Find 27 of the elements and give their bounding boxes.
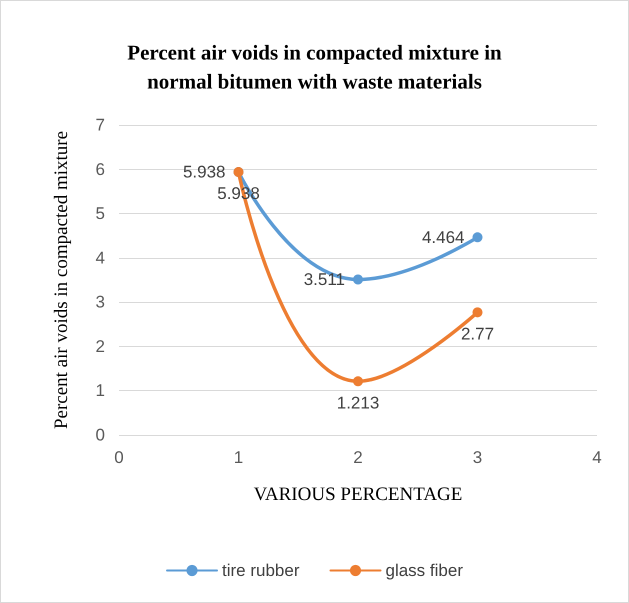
x-tick-label: 2 [353, 448, 363, 467]
x-tick-label: 4 [592, 448, 602, 467]
x-tick-label: 3 [472, 448, 482, 467]
y-tick-label: 2 [96, 336, 105, 356]
y-tick-label: 6 [96, 160, 105, 179]
data-label: 5.938 [182, 162, 226, 182]
y-tick-label: 4 [96, 248, 105, 268]
legend-label: tire rubber [222, 561, 300, 580]
chart-title: Percent air voids in compacted mixture in normal bitumen with waste materials [127, 40, 502, 94]
y-tick-label: 5 [96, 204, 105, 224]
data-label: 3.511 [304, 270, 345, 290]
y-tick-label: 3 [96, 292, 105, 312]
x-tick-label: 0 [114, 448, 124, 467]
y-tick-label: 7 [96, 116, 105, 134]
point [353, 274, 363, 285]
x-tick-label: 1 [234, 448, 244, 467]
x-axis-title: VARIOUS PERCENTAGE [254, 484, 462, 505]
y-tick-label: 0 [96, 426, 105, 444]
legend-label: glass fiber [386, 561, 464, 580]
y-tick-label: 1 [96, 381, 105, 400]
y-axis-title: Percent air voids in compacted mixture [51, 130, 72, 430]
point [472, 232, 482, 242]
data-label: 4.464 [422, 228, 464, 247]
point [353, 376, 363, 386]
data-label: 2.77 [460, 324, 494, 344]
data-label: 1.213 [336, 393, 380, 412]
point [472, 307, 482, 318]
